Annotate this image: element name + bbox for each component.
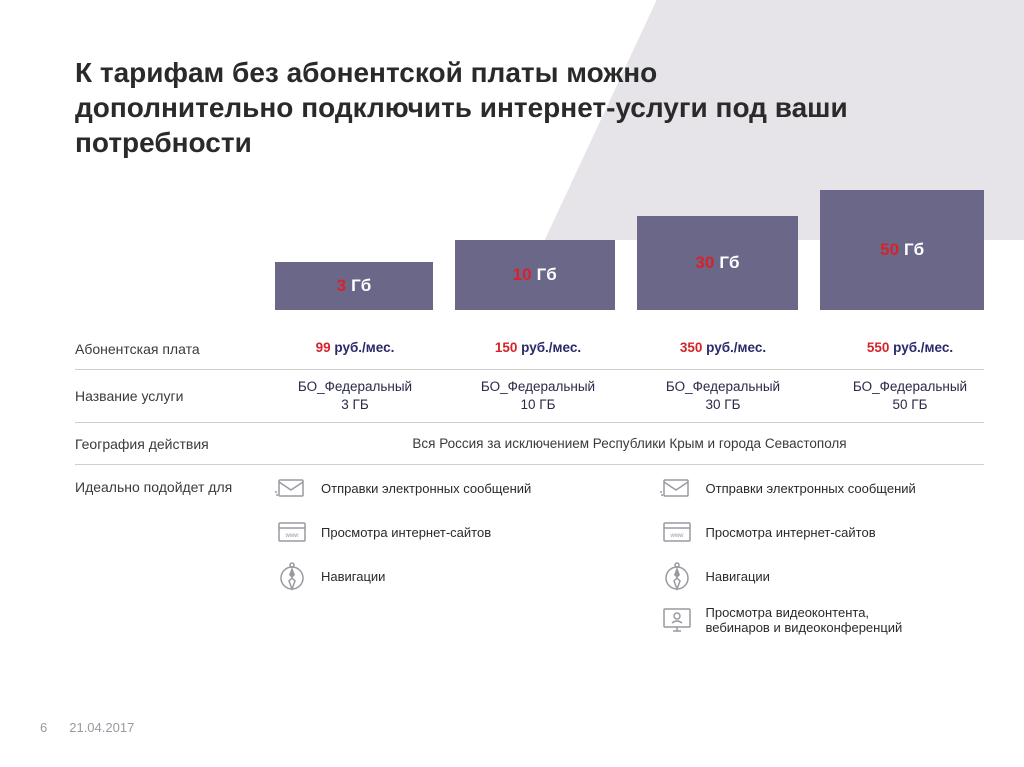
ideal-col-right: Отправки электронных сообщений www Просмот… <box>660 473 985 635</box>
page-number: 6 <box>40 720 47 735</box>
fee-txt: руб./мес. <box>517 340 581 355</box>
ideal-text: Навигации <box>321 569 385 584</box>
ideal-text: Просмотра интернет-сайтов <box>321 525 491 540</box>
compass-icon <box>660 561 694 591</box>
name-cell: БО_Федеральный 3 ГБ <box>275 378 435 414</box>
geo-span: Вся Россия за исключением Республики Кры… <box>275 436 984 451</box>
bar-unit: Гб <box>351 276 371 296</box>
svg-text:www: www <box>285 533 300 539</box>
bar-value: 10 <box>513 265 532 285</box>
slide-content: К тарифам без абонентской платы можно до… <box>0 0 1024 643</box>
name-l2: 50 ГБ <box>893 397 928 412</box>
bar-30gb: 30 Гб <box>637 216 799 310</box>
row-label: География действия <box>75 436 275 452</box>
ideal-text: Отправки электронных сообщений <box>321 481 531 496</box>
bar-50gb: 50 Гб <box>820 190 984 310</box>
row-ideal: Идеально подойдет для Отправки электронн… <box>75 465 984 643</box>
fee-num: 99 <box>316 340 331 355</box>
name-l1: БО_Федеральный <box>666 379 780 394</box>
ideal-item: Отправки электронных сообщений <box>275 473 600 503</box>
ideal-text: Навигации <box>706 569 770 584</box>
svg-text:www: www <box>669 533 684 539</box>
name-l2: 3 ГБ <box>341 397 368 412</box>
fee-num: 350 <box>680 340 703 355</box>
bar-value: 50 <box>880 240 899 260</box>
ideal-item: www Просмотра интернет-сайтов <box>660 517 985 547</box>
bar-10gb: 10 Гб <box>455 240 615 310</box>
compass-icon <box>275 561 309 591</box>
fee-cell: 150 руб./мес. <box>457 339 619 357</box>
fee-cell: 350 руб./мес. <box>641 339 805 357</box>
row-name: Название услуги БО_Федеральный 3 ГБ БО_Фе… <box>75 370 984 423</box>
bar-unit: Гб <box>719 253 739 273</box>
fee-cell: 550 руб./мес. <box>827 339 993 357</box>
tariff-table: Абонентская плата 99 руб./мес. 150 руб./… <box>75 328 984 643</box>
fee-txt: руб./мес. <box>889 340 953 355</box>
fee-num: 150 <box>495 340 518 355</box>
mail-icon <box>275 473 309 503</box>
ideal-item: Навигации <box>275 561 600 591</box>
bar-unit: Гб <box>537 265 557 285</box>
slide-footer: 6 21.04.2017 <box>40 720 134 735</box>
ideal-text: Просмотра видеоконтента, вебинаров и вид… <box>706 605 936 635</box>
name-l1: БО_Федеральный <box>298 379 412 394</box>
name-l2: 10 ГБ <box>521 397 556 412</box>
name-cell: БО_Федеральный 30 ГБ <box>641 378 805 414</box>
ideal-item: Просмотра видеоконтента, вебинаров и вид… <box>660 605 985 635</box>
ideal-item: Отправки электронных сообщений <box>660 473 985 503</box>
bar-value: 30 <box>695 253 714 273</box>
video-icon <box>660 605 694 635</box>
bar-3gb: 3 Гб <box>275 262 433 310</box>
row-label: Абонентская плата <box>75 341 275 357</box>
row-cells: БО_Федеральный 3 ГБ БО_Федеральный 10 ГБ Б… <box>275 378 993 414</box>
name-l2: 30 ГБ <box>706 397 741 412</box>
row-geo: География действия Вся Россия за исключе… <box>75 423 984 465</box>
mail-icon <box>660 473 694 503</box>
fee-txt: руб./мес. <box>702 340 766 355</box>
row-fee: Абонентская плата 99 руб./мес. 150 руб./… <box>75 328 984 370</box>
fee-num: 550 <box>867 340 890 355</box>
ideal-columns: Отправки электронных сообщений www Просмот… <box>275 473 984 635</box>
browser-icon: www <box>660 517 694 547</box>
ideal-text: Отправки электронных сообщений <box>706 481 916 496</box>
ideal-text: Просмотра интернет-сайтов <box>706 525 876 540</box>
name-l1: БО_Федеральный <box>853 379 967 394</box>
row-cells: 99 руб./мес. 150 руб./мес. 350 руб./мес.… <box>275 339 993 357</box>
name-l1: БО_Федеральный <box>481 379 595 394</box>
fee-txt: руб./мес. <box>331 340 395 355</box>
row-label: Название услуги <box>75 388 275 404</box>
name-cell: БО_Федеральный 50 ГБ <box>827 378 993 414</box>
ideal-col-left: Отправки электронных сообщений www Просмот… <box>275 473 600 635</box>
ideal-item: Навигации <box>660 561 985 591</box>
ideal-item: www Просмотра интернет-сайтов <box>275 517 600 547</box>
bar-unit: Гб <box>904 240 924 260</box>
browser-icon: www <box>275 517 309 547</box>
slide-title: К тарифам без абонентской платы можно до… <box>75 55 855 160</box>
fee-cell: 99 руб./мес. <box>275 339 435 357</box>
tariff-bars: 3 Гб 10 Гб 30 Гб 50 Гб <box>275 190 984 310</box>
row-label: Идеально подойдет для <box>75 473 275 495</box>
bar-value: 3 <box>337 276 346 296</box>
name-cell: БО_Федеральный 10 ГБ <box>457 378 619 414</box>
slide-date: 21.04.2017 <box>69 720 134 735</box>
